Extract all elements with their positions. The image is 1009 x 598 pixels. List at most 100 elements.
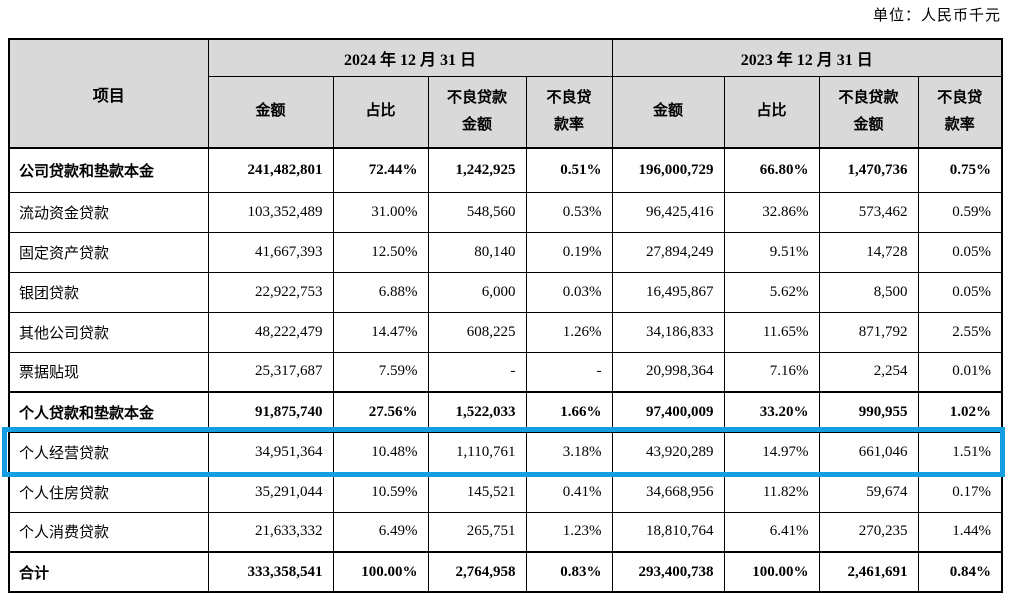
cell-value: 100.00%: [332, 551, 429, 593]
cell-value: 2,764,958: [427, 551, 527, 593]
cell-value: 0.53%: [525, 191, 613, 233]
loan-breakdown-table: 项目 2024 年 12 月 31 日 2023 年 12 月 31 日 金额占…: [8, 38, 1004, 593]
cell-value: 0.05%: [917, 231, 1003, 273]
cell-value: 48,222,479: [207, 311, 334, 353]
row-label: 个人消费贷款: [8, 511, 209, 553]
cell-value: 0.03%: [525, 271, 613, 313]
cell-value: 1.23%: [525, 511, 613, 553]
cell-value: 0.17%: [917, 471, 1003, 513]
cell-value: 33.20%: [723, 391, 820, 433]
cell-value: 3.18%: [525, 431, 613, 473]
cell-value: -: [525, 351, 613, 393]
table-row: 银团贷款 22,922,753 6.88% 6,000 0.03% 16,495,867 5…: [8, 271, 1003, 313]
cell-value: 1.51%: [917, 431, 1003, 473]
cell-value: 990,955: [818, 391, 919, 433]
cell-value: 6,000: [427, 271, 527, 313]
cell-value: 34,951,364: [207, 431, 334, 473]
unit-label: 单位：人民币千元: [872, 8, 1001, 24]
cell-value: 0.59%: [917, 191, 1003, 233]
cell-value: 1.02%: [917, 391, 1003, 433]
cell-value: 59,674: [818, 471, 919, 513]
row-label: 公司贷款和垫款本金: [8, 147, 209, 193]
table-row: 固定资产贷款 41,667,393 12.50% 80,140 0.19% 27,894,…: [8, 231, 1003, 273]
sub-header-proportion-2023: 占比: [723, 75, 820, 149]
period-header-2024: 2024 年 12 月 31 日: [207, 38, 613, 77]
sub-header-npl-ratio-2023: 不良贷 款率: [917, 75, 1003, 149]
sub-header-npl-amount-2024: 不良贷款 金额: [427, 75, 527, 149]
cell-value: 27,894,249: [611, 231, 725, 273]
cell-value: 196,000,729: [611, 147, 725, 193]
cell-value: 1,522,033: [427, 391, 527, 433]
period-header-2023: 2023 年 12 月 31 日: [611, 38, 1003, 77]
cell-value: 43,920,289: [611, 431, 725, 473]
cell-value: 1.26%: [525, 311, 613, 353]
cell-value: 34,186,833: [611, 311, 725, 353]
cell-value: 2.55%: [917, 311, 1003, 353]
cell-value: 8,500: [818, 271, 919, 313]
cell-value: 265,751: [427, 511, 527, 553]
cell-value: 241,482,801: [207, 147, 334, 193]
cell-value: 66.80%: [723, 147, 820, 193]
table-row: 个人住房贷款 35,291,044 10.59% 145,521 0.41% 34,668…: [8, 471, 1003, 513]
row-label: 个人住房贷款: [8, 471, 209, 513]
cell-value: 1,242,925: [427, 147, 527, 193]
table-row: 个人经营贷款 34,951,364 10.48% 1,110,761 3.18% 43,9…: [8, 431, 1003, 473]
sub-header-row: 金额 占比 不良贷款 金额 不良贷 款率 金额 占比 不良贷款 金额 不良贷 款率: [9, 75, 1003, 149]
sub-header-npl-ratio-2024: 不良贷 款率: [525, 75, 613, 149]
cell-value: 573,462: [818, 191, 919, 233]
cell-value: 11.82%: [723, 471, 820, 513]
table-row: 公司贷款和垫款本金 241,482,801 72.44% 1,242,925 0.51%…: [8, 147, 1003, 193]
sub-header-amount-2023: 金额: [611, 75, 725, 149]
cell-value: 10.59%: [332, 471, 429, 513]
cell-value: 661,046: [818, 431, 919, 473]
cell-value: 145,521: [427, 471, 527, 513]
cell-value: 2,461,691: [818, 551, 919, 593]
cell-value: 18,810,764: [611, 511, 725, 553]
sub-header-amount-2024: 金额: [207, 75, 334, 149]
table-row: 个人贷款和垫款本金 91,875,740 27.56% 1,522,033 1.66% 9…: [8, 391, 1003, 433]
cell-value: 270,235: [818, 511, 919, 553]
cell-value: 7.59%: [332, 351, 429, 393]
cell-value: 34,668,956: [611, 471, 725, 513]
cell-value: 1.44%: [917, 511, 1003, 553]
sub-header-proportion-2024: 占比: [332, 75, 429, 149]
cell-value: 1,470,736: [818, 147, 919, 193]
cell-value: 35,291,044: [207, 471, 334, 513]
cell-value: 41,667,393: [207, 231, 334, 273]
row-label: 个人贷款和垫款本金: [8, 391, 209, 433]
table-row: 合计 333,358,541 100.00% 2,764,958 0.83% 293,40…: [8, 551, 1003, 593]
cell-value: 0.83%: [525, 551, 613, 593]
cell-value: 871,792: [818, 311, 919, 353]
cell-value: 7.16%: [723, 351, 820, 393]
cell-value: 14,728: [818, 231, 919, 273]
cell-value: 80,140: [427, 231, 527, 273]
cell-value: 32.86%: [723, 191, 820, 233]
cell-value: 1.66%: [525, 391, 613, 433]
period-header-row: 项目 2024 年 12 月 31 日 2023 年 12 月 31 日: [8, 38, 1003, 149]
cell-value: 548,560: [427, 191, 527, 233]
table-row: 个人消费贷款 21,633,332 6.49% 265,751 1.23% 18,810,…: [8, 511, 1003, 553]
cell-value: 25,317,687: [207, 351, 334, 393]
cell-value: 16,495,867: [611, 271, 725, 313]
row-label: 个人经营贷款: [8, 431, 209, 473]
item-column-header: 项目: [8, 38, 209, 149]
cell-value: 0.75%: [917, 147, 1003, 193]
row-label: 合计: [8, 551, 209, 593]
cell-value: 293,400,738: [611, 551, 725, 593]
table-row: 票据贴现 25,317,687 7.59% - -20,998,364 7.16% 2,25…: [8, 351, 1003, 393]
cell-value: 11.65%: [723, 311, 820, 353]
cell-value: 6.88%: [332, 271, 429, 313]
cell-value: 1,110,761: [427, 431, 527, 473]
sub-header-npl-amount-2023: 不良贷款 金额: [818, 75, 919, 149]
cell-value: 608,225: [427, 311, 527, 353]
table-row: 流动资金贷款 103,352,489 31.00% 548,560 0.53% 96,42…: [8, 191, 1003, 233]
table-body: 公司贷款和垫款本金 241,482,801 72.44% 1,242,925 0.51%…: [8, 147, 1003, 593]
cell-value: 10.48%: [332, 431, 429, 473]
cell-value: 12.50%: [332, 231, 429, 273]
cell-value: 96,425,416: [611, 191, 725, 233]
cell-value: 0.51%: [525, 147, 613, 193]
row-label: 流动资金贷款: [8, 191, 209, 233]
cell-value: 0.41%: [525, 471, 613, 513]
cell-value: 21,633,332: [207, 511, 334, 553]
